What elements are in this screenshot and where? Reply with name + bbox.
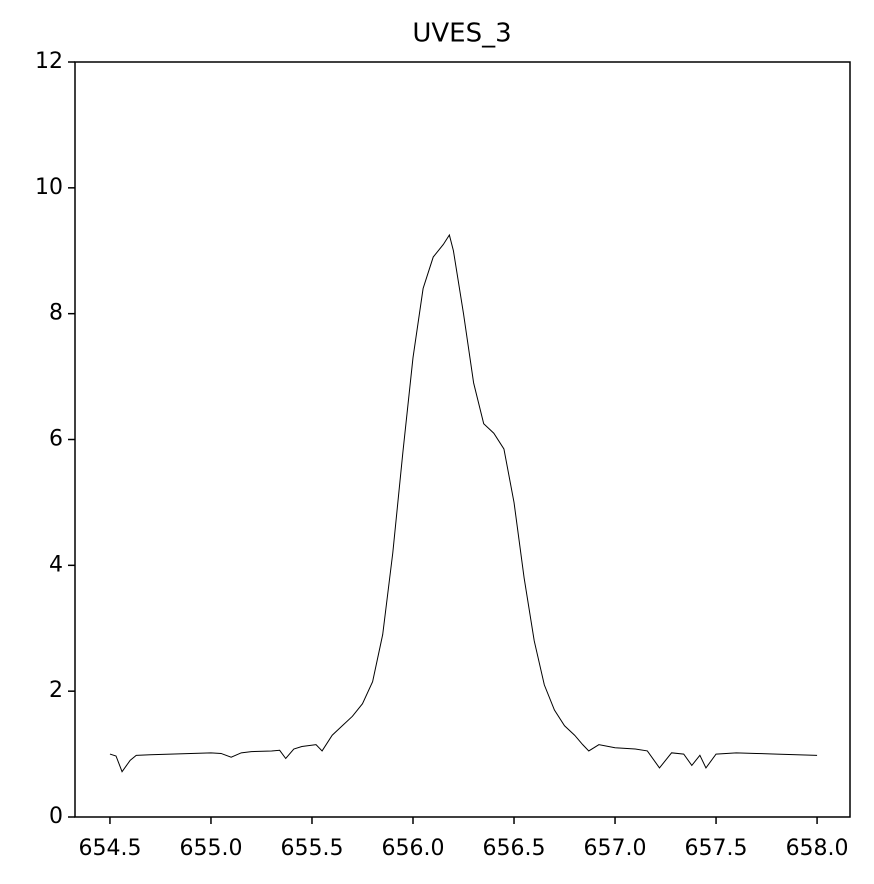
y-tick-label: 0 [49, 804, 63, 829]
x-tick-label: 656.0 [382, 836, 445, 861]
y-tick-label: 2 [49, 678, 63, 703]
chart-title: UVES_3 [412, 19, 511, 49]
x-tick-label: 658.0 [786, 836, 849, 861]
y-tick-label: 6 [49, 427, 63, 452]
x-tick-label: 654.5 [78, 836, 141, 861]
y-tick-label: 12 [35, 49, 63, 74]
x-tick-label: 655.0 [179, 836, 242, 861]
line [109, 233, 818, 773]
x-tick-label: 656.5 [483, 836, 546, 861]
y-tick-label: 4 [49, 552, 63, 577]
x-tick-label: 655.5 [280, 836, 343, 861]
plot-frame [74, 61, 851, 818]
x-tick-label: 657.0 [584, 836, 647, 861]
y-tick-label: 8 [49, 301, 63, 326]
y-tick-label: 10 [35, 175, 63, 200]
x-tick-label: 657.5 [685, 836, 748, 861]
